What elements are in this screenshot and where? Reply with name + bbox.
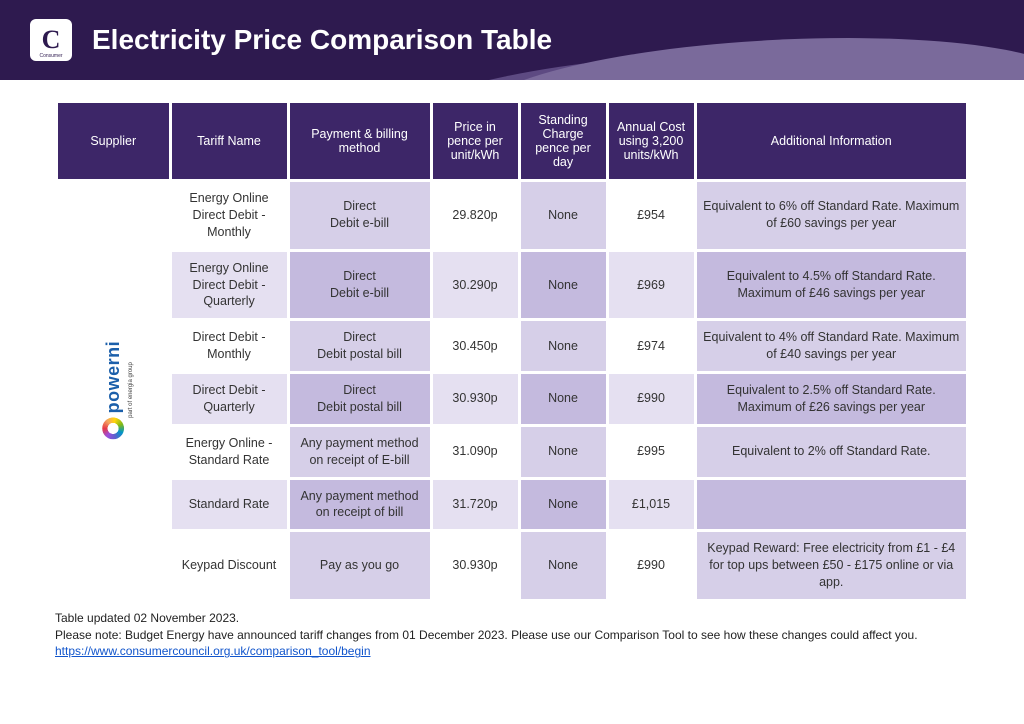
comparison-table: Supplier Tariff Name Payment & billing m… bbox=[55, 100, 969, 602]
header-band: C Consumer Electricity Price Comparison … bbox=[0, 0, 1024, 80]
cell-annual: £969 bbox=[609, 252, 694, 319]
cell-info: Equivalent to 6% off Standard Rate. Maxi… bbox=[697, 182, 966, 249]
table-row: Energy Online Direct Debit - QuarterlyDi… bbox=[58, 252, 966, 319]
cell-price: 30.930p bbox=[433, 374, 518, 424]
cell-tariff: Energy Online - Standard Rate bbox=[172, 427, 287, 477]
cell-payment: Any payment method on receipt of E-bill bbox=[290, 427, 430, 477]
cell-price: 31.720p bbox=[433, 480, 518, 530]
table-row: powernipart of energia groupEnergy Onlin… bbox=[58, 182, 966, 249]
cell-tariff: Keypad Discount bbox=[172, 532, 287, 599]
col-annual: Annual Cost using 3,200 units/kWh bbox=[609, 103, 694, 179]
cell-tariff: Direct Debit - Quarterly bbox=[172, 374, 287, 424]
table-row: Direct Debit - MonthlyDirectDebit postal… bbox=[58, 321, 966, 371]
supplier-name: powerni bbox=[101, 341, 125, 414]
logo-subtext: Consumer bbox=[39, 53, 62, 59]
table-row: Energy Online - Standard RateAny payment… bbox=[58, 427, 966, 477]
col-tariff: Tariff Name bbox=[172, 103, 287, 179]
footnote-updated: Table updated 02 November 2023. bbox=[55, 610, 1024, 627]
page-title: Electricity Price Comparison Table bbox=[92, 24, 552, 56]
cell-info: Keypad Reward: Free electricity from £1 … bbox=[697, 532, 966, 599]
cell-annual: £974 bbox=[609, 321, 694, 371]
col-supplier: Supplier bbox=[58, 103, 169, 179]
footnote: Table updated 02 November 2023. Please n… bbox=[0, 610, 1024, 660]
footnote-note-line: Please note: Budget Energy have announce… bbox=[55, 627, 1024, 661]
cell-price: 30.450p bbox=[433, 321, 518, 371]
cell-annual: £995 bbox=[609, 427, 694, 477]
cell-annual: £990 bbox=[609, 532, 694, 599]
cell-payment: Any payment method on receipt of bill bbox=[290, 480, 430, 530]
header-swoosh-front bbox=[473, 24, 1024, 80]
cell-price: 29.820p bbox=[433, 182, 518, 249]
cell-info: Equivalent to 2% off Standard Rate. bbox=[697, 427, 966, 477]
cell-standing: None bbox=[521, 374, 606, 424]
cell-tariff: Energy Online Direct Debit - Monthly bbox=[172, 182, 287, 249]
col-payment: Payment & billing method bbox=[290, 103, 430, 179]
cell-info: Equivalent to 2.5% off Standard Rate. Ma… bbox=[697, 374, 966, 424]
cell-price: 30.290p bbox=[433, 252, 518, 319]
supplier-subtext: part of energia group bbox=[127, 363, 135, 419]
cell-annual: £990 bbox=[609, 374, 694, 424]
org-logo: C Consumer bbox=[30, 19, 72, 61]
cell-standing: None bbox=[521, 480, 606, 530]
cell-payment: DirectDebit postal bill bbox=[290, 374, 430, 424]
col-standing: Standing Charge pence per day bbox=[521, 103, 606, 179]
cell-info: Equivalent to 4.5% off Standard Rate. Ma… bbox=[697, 252, 966, 319]
cell-payment: DirectDebit postal bill bbox=[290, 321, 430, 371]
cell-standing: None bbox=[521, 427, 606, 477]
content-area: Supplier Tariff Name Payment & billing m… bbox=[0, 80, 1024, 602]
cell-standing: None bbox=[521, 321, 606, 371]
cell-standing: None bbox=[521, 182, 606, 249]
col-price: Price in pence per unit/kWh bbox=[433, 103, 518, 179]
cell-payment: Pay as you go bbox=[290, 532, 430, 599]
supplier-burst-icon bbox=[102, 418, 124, 440]
cell-price: 31.090p bbox=[433, 427, 518, 477]
cell-price: 30.930p bbox=[433, 532, 518, 599]
cell-annual: £1,015 bbox=[609, 480, 694, 530]
cell-standing: None bbox=[521, 252, 606, 319]
table-row: Direct Debit - QuarterlyDirectDebit post… bbox=[58, 374, 966, 424]
cell-standing: None bbox=[521, 532, 606, 599]
cell-payment: DirectDebit e-bill bbox=[290, 182, 430, 249]
cell-payment: DirectDebit e-bill bbox=[290, 252, 430, 319]
cell-info: Equivalent to 4% off Standard Rate. Maxi… bbox=[697, 321, 966, 371]
table-body: powernipart of energia groupEnergy Onlin… bbox=[58, 182, 966, 599]
cell-tariff: Energy Online Direct Debit - Quarterly bbox=[172, 252, 287, 319]
col-info: Additional Information bbox=[697, 103, 966, 179]
table-header-row: Supplier Tariff Name Payment & billing m… bbox=[58, 103, 966, 179]
footnote-link[interactable]: https://www.consumercouncil.org.uk/compa… bbox=[55, 644, 371, 658]
cell-tariff: Standard Rate bbox=[172, 480, 287, 530]
cell-annual: £954 bbox=[609, 182, 694, 249]
cell-tariff: Direct Debit - Monthly bbox=[172, 321, 287, 371]
logo-letter: C bbox=[42, 25, 61, 55]
table-row: Standard RateAny payment method on recei… bbox=[58, 480, 966, 530]
cell-info bbox=[697, 480, 966, 530]
supplier-logo: powerni bbox=[101, 341, 125, 440]
footnote-note: Please note: Budget Energy have announce… bbox=[55, 628, 918, 642]
supplier-cell: powernipart of energia group bbox=[58, 182, 169, 599]
table-row: Keypad DiscountPay as you go30.930pNone£… bbox=[58, 532, 966, 599]
